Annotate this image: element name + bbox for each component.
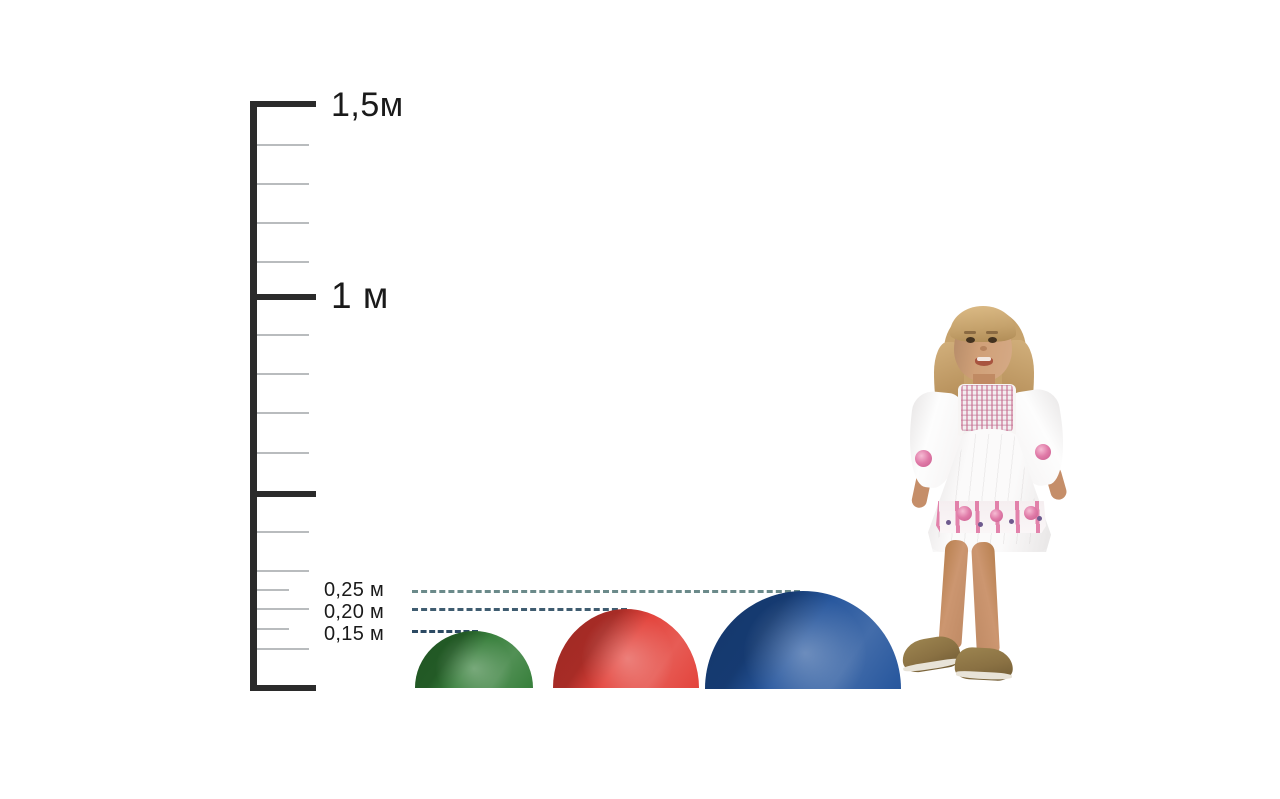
ruler-minor-tick: [257, 589, 289, 591]
ruler-major-tick-0.5m: [250, 491, 316, 497]
measurement-label-0.25m: 0,25 м: [324, 579, 385, 601]
ruler-minor-tick: [257, 608, 309, 610]
hair-fringe: [950, 306, 1016, 342]
green-dome[interactable]: [415, 631, 533, 688]
nose: [980, 346, 987, 351]
ruler-minor-tick: [257, 648, 309, 650]
red-dome[interactable]: [553, 609, 699, 688]
ruler-minor-tick: [257, 628, 289, 630]
dress-smocking: [961, 385, 1013, 431]
measurement-dash-line-0.25m: [412, 590, 800, 593]
ruler-major-tick-1.5m: [250, 101, 316, 107]
hem-dot: [1009, 519, 1014, 524]
eye-left: [966, 337, 975, 343]
ruler-minor-tick: [257, 531, 309, 533]
ruler-spine: [250, 101, 257, 691]
leg-left: [938, 539, 969, 649]
hem-dot: [1037, 516, 1042, 521]
height-scale-ruler: 1,5м 1 м: [0, 0, 403, 799]
ruler-label-1m: 1 м: [331, 275, 389, 316]
sleeve-flower-right: [1035, 444, 1051, 460]
ruler-minor-tick: [257, 144, 309, 146]
mouth: [975, 357, 993, 366]
hem-dot: [978, 522, 983, 527]
ground-baseline: [0, 689, 1280, 690]
eyebrow-right: [986, 331, 998, 334]
ruler-minor-tick: [257, 373, 309, 375]
hem-flower: [990, 509, 1003, 522]
blue-dome[interactable]: [705, 591, 901, 689]
ruler-major-tick-0m: [250, 685, 316, 691]
ruler-minor-tick: [257, 570, 309, 572]
green-dome-highlight: [436, 634, 512, 688]
ruler-minor-tick: [257, 452, 309, 454]
hem-flower: [1024, 506, 1038, 520]
red-dome-highlight: [582, 612, 673, 688]
eyebrow-left: [964, 331, 976, 334]
teeth: [977, 357, 991, 361]
hem-dot: [946, 520, 951, 525]
sleeve-flower-left: [915, 450, 932, 467]
eye-right: [988, 337, 997, 343]
measurement-dash-line-0.15m: [412, 630, 478, 633]
ruler-minor-tick: [257, 222, 309, 224]
measurement-label-0.15m: 0,15 м: [324, 623, 385, 645]
ruler-minor-tick: [257, 183, 309, 185]
leg-right: [971, 541, 1000, 655]
measurement-dash-line-0.20m: [412, 608, 627, 611]
ruler-minor-tick: [257, 412, 309, 414]
blue-dome-highlight: [744, 594, 866, 689]
ruler-minor-tick: [257, 334, 309, 336]
hem-flower: [957, 506, 972, 521]
measurement-label-0.20m: 0,20 м: [324, 601, 385, 623]
ruler-minor-tick: [257, 261, 309, 263]
ruler-major-tick-1m: [250, 294, 316, 300]
child-scale-figure: [878, 284, 1108, 690]
ruler-label-1.5m: 1,5м: [331, 86, 404, 124]
